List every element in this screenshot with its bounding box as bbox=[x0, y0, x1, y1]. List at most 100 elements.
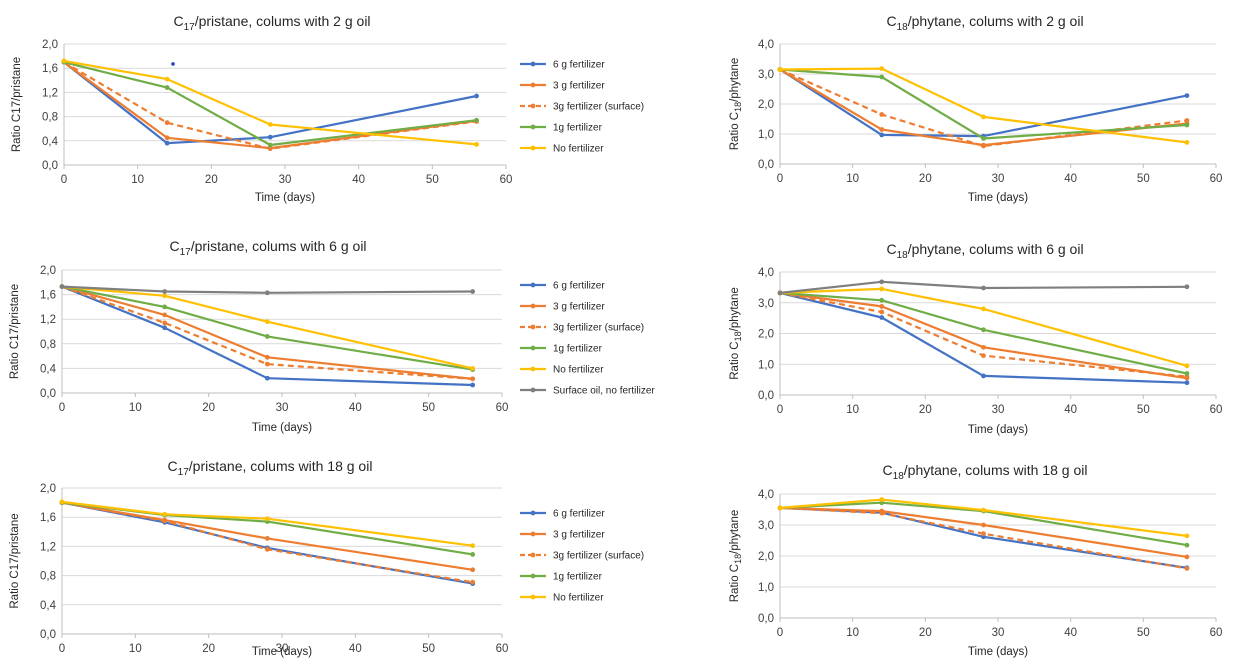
x-tick-label: 60 bbox=[496, 402, 509, 414]
x-tick-label: 30 bbox=[276, 402, 289, 414]
data-point bbox=[1184, 363, 1190, 369]
data-point bbox=[470, 567, 476, 573]
x-tick-label: 20 bbox=[919, 173, 932, 185]
data-point bbox=[777, 290, 783, 296]
x-tick-label: 10 bbox=[131, 174, 144, 186]
data-point bbox=[162, 518, 168, 524]
data-point bbox=[1184, 122, 1190, 128]
data-point bbox=[470, 382, 476, 388]
series-line bbox=[779, 291, 1188, 378]
data-point bbox=[164, 85, 170, 90]
data-point bbox=[981, 531, 986, 537]
data-point bbox=[981, 344, 986, 350]
x-tick-label: 30 bbox=[279, 174, 292, 186]
series-line bbox=[63, 61, 477, 145]
legend-label: 3 g fertilizer bbox=[553, 302, 605, 313]
data-point bbox=[164, 140, 170, 146]
y-tick-label: 0,0 bbox=[758, 613, 774, 625]
chart-title-subscript: 17 bbox=[178, 467, 190, 478]
y-tick-label: 2,0 bbox=[40, 265, 56, 277]
x-tick-label: 40 bbox=[349, 402, 362, 414]
data-point bbox=[470, 543, 476, 549]
data-point bbox=[470, 366, 476, 371]
y-tick-label: 4,0 bbox=[758, 39, 774, 51]
legend-label: No fertilizer bbox=[553, 593, 604, 604]
series-line bbox=[779, 287, 1188, 367]
x-tick-label: 30 bbox=[992, 627, 1005, 639]
series-line bbox=[61, 285, 473, 380]
data-point bbox=[1184, 93, 1190, 98]
legend-marker bbox=[530, 82, 536, 88]
legend-label: 6 g fertilizer bbox=[553, 281, 605, 292]
series-line bbox=[61, 285, 473, 380]
series-line bbox=[61, 285, 473, 370]
y-tick-label: 0,0 bbox=[40, 629, 56, 641]
y-tick-label: 0,0 bbox=[42, 160, 58, 172]
x-tick-label: 50 bbox=[1137, 173, 1150, 185]
data-point bbox=[470, 579, 476, 585]
series-line bbox=[63, 61, 477, 150]
data-point bbox=[981, 373, 986, 379]
legend-marker bbox=[530, 531, 536, 537]
data-point bbox=[981, 522, 986, 528]
x-tick-label: 60 bbox=[1210, 404, 1223, 416]
x-tick-label: 10 bbox=[846, 404, 859, 416]
data-point bbox=[59, 284, 65, 290]
y-tick-label: 1,2 bbox=[40, 541, 56, 553]
y-tick-label: 0,0 bbox=[40, 388, 56, 400]
data-point bbox=[981, 114, 986, 120]
x-tick-label: 50 bbox=[422, 643, 435, 655]
chart-title-rest: /pristane, colums with 18 g oil bbox=[189, 458, 373, 474]
data-point bbox=[267, 142, 273, 148]
legend-label: No fertilizer bbox=[553, 365, 604, 376]
data-point bbox=[879, 66, 885, 71]
legend-label: 1g fertilizer bbox=[553, 344, 603, 355]
data-point bbox=[264, 354, 270, 360]
data-point bbox=[1184, 118, 1190, 123]
data-point bbox=[1184, 533, 1190, 539]
legend-marker bbox=[530, 345, 536, 351]
x-tick-label: 50 bbox=[426, 174, 439, 186]
series-line bbox=[779, 291, 1187, 384]
y-axis-label-rest: /phytane bbox=[729, 510, 741, 554]
legend-marker bbox=[530, 145, 536, 151]
data-point bbox=[470, 289, 476, 294]
data-point bbox=[1184, 566, 1190, 571]
chart-title-rest: /phytane, colums with 6 g oil bbox=[908, 241, 1084, 257]
legend-marker bbox=[530, 387, 536, 393]
data-point bbox=[777, 505, 783, 511]
data-point bbox=[1184, 284, 1190, 290]
legend-label: 3 g fertilizer bbox=[553, 81, 605, 92]
data-point bbox=[879, 304, 885, 309]
data-point bbox=[981, 143, 986, 149]
x-tick-label: 10 bbox=[129, 643, 142, 655]
chart-title-subscript: 17 bbox=[180, 247, 192, 258]
chart-title: C18/phytane, colums with 18 g oil bbox=[883, 462, 1088, 482]
y-axis-label-subscript: 18 bbox=[733, 102, 743, 112]
x-axis-label: Time (days) bbox=[968, 424, 1028, 436]
chart-5: C17/pristane, colums with 18 g oil 0,0 0,4… bbox=[9, 458, 644, 658]
data-point bbox=[264, 334, 270, 339]
series-line bbox=[61, 500, 473, 547]
x-tick-label: 40 bbox=[1064, 173, 1077, 185]
data-point bbox=[470, 376, 476, 382]
legend-marker bbox=[530, 124, 536, 130]
y-tick-label: 0,8 bbox=[40, 571, 56, 583]
data-point bbox=[879, 315, 885, 320]
y-axis-label: Ratio C17/pristane bbox=[9, 513, 21, 608]
series-line bbox=[63, 61, 477, 147]
data-point bbox=[264, 319, 270, 325]
y-tick-label: 3,0 bbox=[758, 520, 774, 532]
legend-label: 3g fertilizer (surface) bbox=[553, 323, 644, 334]
y-tick-label: 3,0 bbox=[758, 298, 774, 310]
data-point bbox=[61, 58, 67, 64]
chart-title-rest: /pristane, colums with 6 g oil bbox=[191, 238, 367, 254]
y-tick-label: 1,0 bbox=[758, 582, 774, 594]
legend-marker bbox=[530, 303, 536, 309]
data-point bbox=[981, 285, 986, 291]
data-point bbox=[474, 117, 479, 123]
series-line bbox=[779, 67, 1188, 144]
legend: 6 g fertilizer 3 g fertilizer 3g fertilize… bbox=[520, 60, 644, 155]
x-tick-label: 40 bbox=[1064, 627, 1077, 639]
